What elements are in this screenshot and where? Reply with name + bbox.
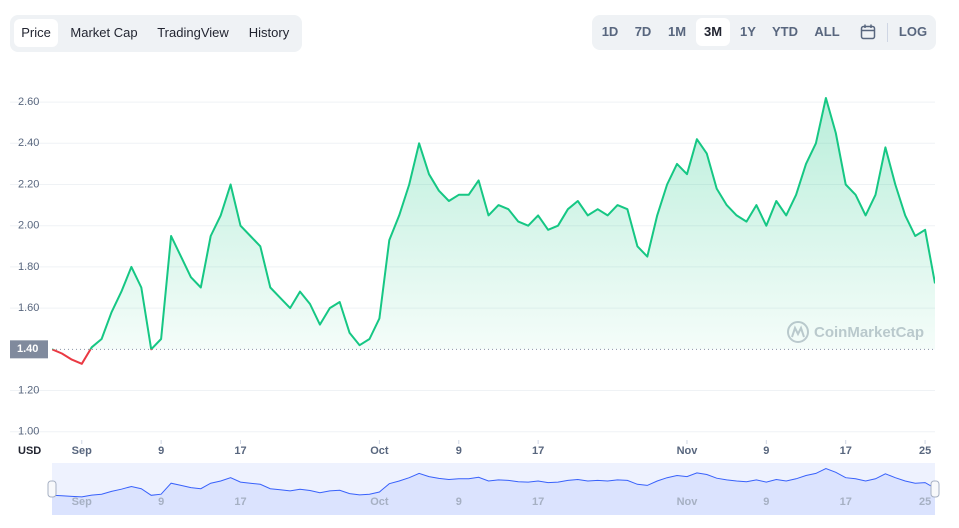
navigator-label: 25: [919, 496, 931, 508]
navigator-label: 9: [456, 496, 462, 508]
x-tick-label: 9: [158, 445, 164, 457]
y-tick-label: 1.80: [18, 261, 39, 273]
y-tick-label: 1.60: [18, 302, 39, 314]
watermark-logo: [787, 321, 809, 343]
range-button[interactable]: 1D: [601, 24, 619, 39]
navigator-label: 17: [234, 496, 246, 508]
navigator-label: 9: [763, 496, 769, 508]
x-tick-label: 17: [234, 445, 246, 457]
price-line: [52, 97, 935, 350]
watermark: CoinMarketCap: [787, 321, 924, 343]
x-tick-label: Sep: [72, 445, 92, 457]
navigator-label: 9: [158, 496, 164, 508]
range-button[interactable]: 7D: [634, 24, 652, 39]
y-tick-label: 1.20: [18, 384, 39, 396]
x-tick-label: 25: [919, 445, 931, 457]
y-tick-label: 2.20: [18, 178, 39, 190]
y-tick-label: 2.00: [18, 220, 39, 232]
navigator-label: 17: [840, 496, 852, 508]
price-line: [52, 349, 153, 365]
range-group: 1D 7D 1M 3M 1Y YTD ALL LOG: [592, 15, 936, 50]
navigator-label: Nov: [677, 496, 699, 508]
tab-group: Price Market Cap TradingView History: [10, 15, 302, 52]
range-button[interactable]: ALL: [814, 24, 840, 39]
tab[interactable]: Market Cap: [70, 25, 138, 40]
price-area: [52, 98, 935, 350]
y-unit: USD: [18, 445, 41, 457]
navigator-handle: [930, 480, 940, 498]
tab[interactable]: TradingView: [157, 25, 229, 40]
calendar-icon[interactable]: [860, 24, 876, 40]
range-button[interactable]: 1Y: [740, 24, 756, 39]
navigator-line: [51, 467, 936, 498]
navigator-label: Sep: [72, 496, 92, 508]
range-button[interactable]: 3M: [696, 18, 730, 46]
watermark-text: CoinMarketCap: [814, 324, 924, 341]
navigator-area: [52, 468, 935, 515]
log-button[interactable]: LOG: [898, 24, 928, 39]
x-tick-label: 17: [532, 445, 544, 457]
range-button[interactable]: YTD: [772, 24, 798, 39]
baseline-label: 1.40: [17, 343, 38, 355]
x-tick-label: 9: [763, 445, 769, 457]
y-tick-label: 2.40: [18, 137, 39, 149]
navigator-bg: [52, 463, 935, 515]
watermark-logo: [791, 325, 805, 338]
y-tick-label: 1.00: [18, 426, 39, 438]
navigator-label: Oct: [370, 496, 389, 508]
x-tick-label: Nov: [677, 445, 699, 457]
x-tick-label: 9: [456, 445, 462, 457]
tab[interactable]: History: [248, 25, 290, 40]
x-tick-label: 17: [840, 445, 852, 457]
divider: [887, 23, 888, 42]
tab[interactable]: Price: [14, 19, 58, 47]
x-tick-label: Oct: [370, 445, 389, 457]
navigator-handle: [47, 480, 57, 498]
navigator-label: 17: [532, 496, 544, 508]
range-button[interactable]: 1M: [667, 24, 687, 39]
baseline-label-bg: [10, 340, 48, 359]
y-tick-label: 2.60: [18, 96, 39, 108]
